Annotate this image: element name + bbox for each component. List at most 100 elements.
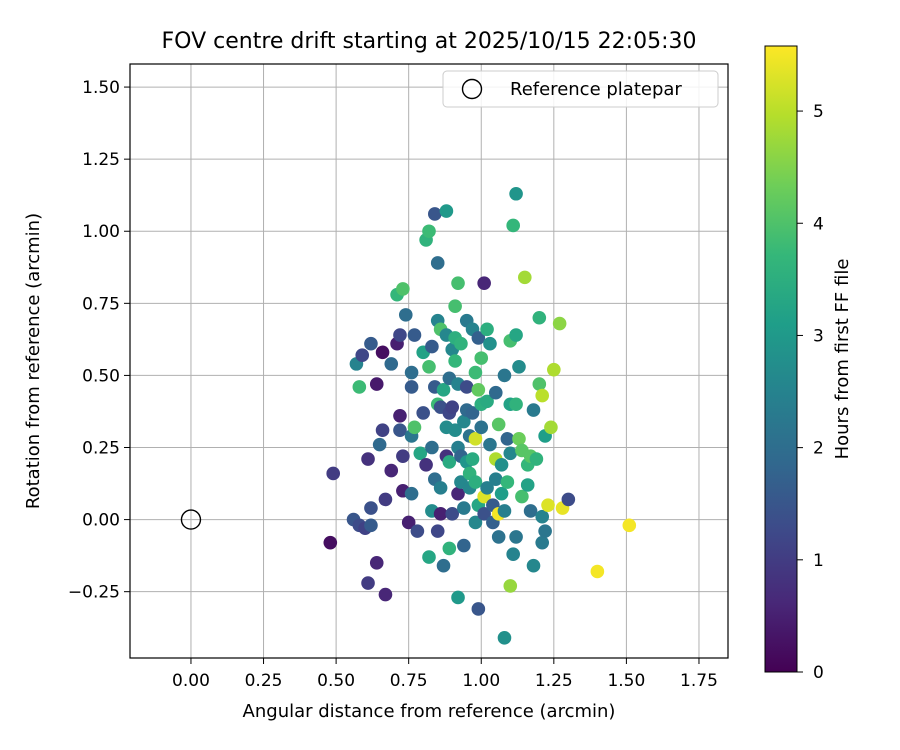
colorbar-label: Hours from first FF file [832,259,853,460]
data-point [442,541,457,556]
data-points [323,186,637,645]
data-point [515,489,529,504]
data-point [465,452,480,466]
data-point [509,328,523,342]
data-point [480,481,494,495]
data-point [448,299,462,314]
data-point [526,403,541,417]
data-point [491,530,506,544]
data-point [547,362,561,377]
data-point [532,310,547,325]
data-point [532,377,547,391]
data-point [535,535,550,550]
data-point [326,466,341,481]
colorbar-tick-label: 0 [813,663,824,683]
x-tick-label: 1.00 [462,671,500,691]
data-point [448,423,462,438]
data-point [483,336,497,351]
data-point [445,507,460,521]
colorbar-tick-label: 2 [813,439,824,459]
data-point [491,417,506,432]
legend-entry-label: Reference platepar [510,79,682,100]
data-point [375,423,390,438]
data-point [457,538,471,553]
data-point [468,515,483,530]
data-point [474,420,489,435]
y-tick-label: 1.25 [82,150,120,170]
data-point [375,345,390,360]
data-point [378,587,393,602]
data-point [465,406,480,420]
data-point [535,509,550,524]
data-point [488,385,503,400]
data-point [422,359,436,374]
data-point [398,308,413,322]
y-tick-label: 0.50 [82,366,120,386]
plot-frame [129,63,729,659]
x-tick-label: 0.25 [245,671,283,691]
data-point [494,458,509,472]
data-point [430,256,445,270]
data-point [361,452,375,466]
data-point [393,408,407,423]
data-point [494,486,509,501]
data-point [448,354,462,368]
y-tick-label: 0.00 [82,511,120,531]
data-point [468,432,483,446]
chart-title: FOV centre drift starting at 2025/10/15 … [162,29,697,54]
data-point [433,481,448,495]
data-point [468,475,483,489]
data-point [509,186,523,201]
data-point [419,458,433,472]
data-point [396,282,410,296]
data-point [436,383,451,397]
data-point [393,328,407,342]
data-point [474,351,489,365]
data-point [535,388,550,403]
data-point [413,446,428,461]
data-point [497,631,512,645]
data-point [407,328,422,342]
y-tick-label: −0.25 [68,583,120,603]
data-point [425,440,439,455]
y-tick-label: 0.25 [82,439,120,459]
data-point [541,498,555,512]
data-point [384,463,399,478]
data-point [422,224,436,239]
colorbar-tick-label: 4 [813,214,824,234]
data-point [442,455,457,469]
data-point [480,394,494,409]
data-point [500,475,515,489]
data-point [471,383,486,397]
x-tick-label: 0.50 [317,671,355,691]
data-point [355,348,370,363]
data-point [552,316,567,331]
data-point [425,339,439,354]
data-point [364,518,378,533]
data-point [454,336,468,351]
y-tick-label: 1.50 [82,78,120,98]
data-point [410,524,425,538]
y-tick-label: 0.75 [82,294,120,314]
data-point [509,397,523,412]
data-point [401,515,416,530]
data-point [407,420,422,435]
data-point [471,331,486,345]
data-point [468,365,483,380]
x-axis-ticks: 0.00 0.25 0.50 0.75 1.00 1.25 1.50 1.75 [172,658,718,691]
data-point [451,486,465,501]
data-point [369,556,384,570]
data-point [457,501,471,515]
data-point [523,504,538,518]
data-point [451,276,465,290]
data-point [506,218,520,233]
data-point [436,558,451,573]
data-point [361,576,375,590]
data-point [384,357,399,371]
x-tick-label: 1.75 [680,671,718,691]
data-point [416,406,430,420]
data-point [526,558,541,573]
plot-area [129,63,729,659]
colorbar-tick-label: 3 [813,326,824,346]
